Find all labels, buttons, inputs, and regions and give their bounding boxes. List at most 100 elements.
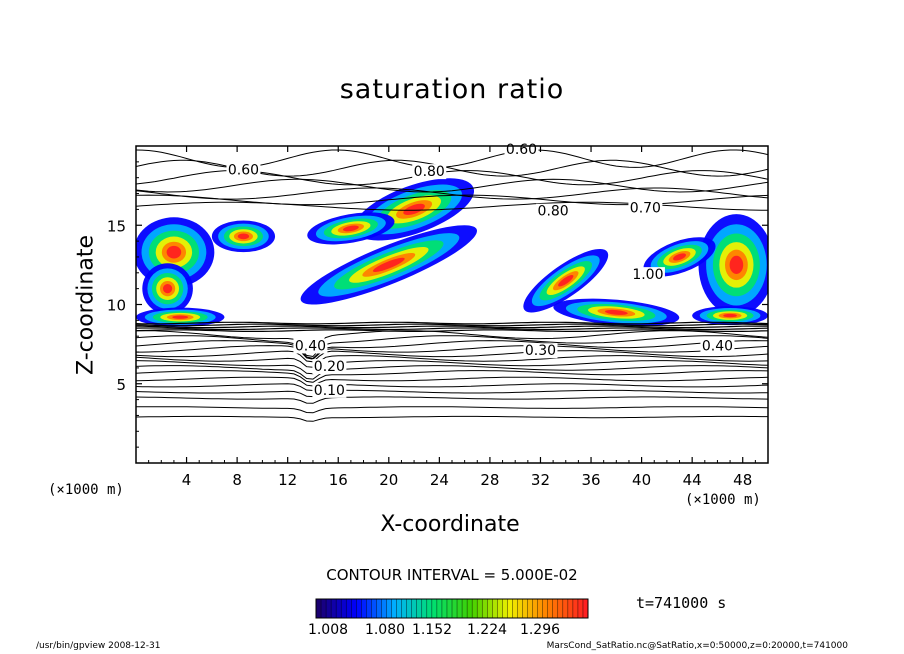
colorbar-cell xyxy=(381,599,388,618)
colorbar: 1.008 1.080 1.152 1.224 1.296 xyxy=(308,598,589,638)
saturation-region xyxy=(166,245,182,259)
colorbar-cell xyxy=(351,599,357,618)
colorbar-cell xyxy=(552,599,559,618)
x-tick-label: 24 xyxy=(430,471,449,489)
colorbar-cell xyxy=(396,599,403,618)
colorbar-cell xyxy=(562,599,569,618)
contour-line xyxy=(136,329,768,332)
colorbar-cell xyxy=(567,599,574,618)
colorbar-cell xyxy=(547,599,554,618)
colorbar-cell xyxy=(527,599,534,618)
contour-line xyxy=(136,321,768,325)
x-tick-label: 28 xyxy=(480,471,499,489)
colorbar-cell xyxy=(472,599,478,618)
colorbar-cell xyxy=(356,599,362,618)
x-tick-label: 44 xyxy=(683,471,702,489)
x-tick-label: 8 xyxy=(232,471,242,489)
colorbar-cell xyxy=(366,599,372,618)
contour-label-bg xyxy=(523,343,558,359)
colorbar-cell xyxy=(336,599,342,618)
saturation-region xyxy=(172,315,189,319)
saturation-field xyxy=(136,178,768,327)
colorbar-cell xyxy=(386,599,393,618)
colorbar-cell xyxy=(331,599,337,618)
saturation-region xyxy=(558,274,574,287)
colorbar-cell xyxy=(361,599,367,618)
colorbar-cell xyxy=(557,599,564,618)
saturation-region xyxy=(403,203,425,216)
colorbar-cell xyxy=(341,599,347,618)
colorbar-cell xyxy=(497,599,503,618)
colorbar-cell xyxy=(517,599,524,618)
colorbar-cell xyxy=(391,599,398,618)
colorbar-cell xyxy=(446,599,453,618)
colorbar-cell xyxy=(487,599,493,618)
saturation-region xyxy=(342,225,359,232)
colorbar-cell xyxy=(537,599,544,618)
contour-line xyxy=(136,340,768,359)
colorbar-cell xyxy=(542,599,549,618)
colorbar-frame xyxy=(315,598,589,619)
colorbar-label: 1.296 xyxy=(520,622,560,638)
colorbar-cell xyxy=(577,599,584,618)
colorbar-cell xyxy=(316,599,322,618)
contour-line xyxy=(136,415,768,422)
contour-line xyxy=(136,365,768,380)
colorbar-label: 1.008 xyxy=(308,622,348,638)
chart-title: saturation ratio xyxy=(339,74,565,105)
colorbar-cell xyxy=(502,599,508,618)
x-tick-label: 12 xyxy=(278,471,297,489)
contour-label: 0.20 xyxy=(314,359,345,375)
contour-label: 0.40 xyxy=(702,338,733,354)
contour-label: 0.80 xyxy=(538,204,569,220)
x-tick-label: 20 xyxy=(379,471,398,489)
colorbar-cell xyxy=(452,599,458,618)
x-unit-label-right: (×1000 m) xyxy=(685,492,761,508)
colorbar-cell xyxy=(572,599,579,618)
contour-line xyxy=(136,355,768,368)
x-tick-label: 48 xyxy=(733,471,752,489)
saturation-region xyxy=(372,257,405,273)
contour-line xyxy=(136,201,768,211)
colorbar-cell xyxy=(436,599,443,618)
colorbar-cell xyxy=(426,599,433,618)
colorbar-cell xyxy=(477,599,483,618)
colorbar-cell xyxy=(522,599,529,618)
y-tick-label: 5 xyxy=(116,376,126,394)
contour-line xyxy=(136,194,768,206)
contour-label-bg xyxy=(412,164,447,180)
colorbar-cell xyxy=(467,599,473,618)
x-tick-label: 16 xyxy=(329,471,348,489)
colorbar-cell xyxy=(462,599,468,618)
contour-lines xyxy=(136,149,768,422)
contour-label: 0.60 xyxy=(506,142,537,158)
contour-line xyxy=(136,396,768,404)
colorbar-cell xyxy=(421,599,428,618)
y-axis-ticks: 5 10 15 xyxy=(107,161,768,448)
contour-line xyxy=(136,350,768,363)
contour-line xyxy=(136,345,768,360)
saturation-region xyxy=(237,233,250,240)
colorbar-cell xyxy=(507,599,513,618)
contour-label: 0.70 xyxy=(630,201,661,217)
colorbar-cell xyxy=(492,599,498,618)
saturation-region xyxy=(723,313,737,318)
contour-label: 1.00 xyxy=(632,267,663,283)
colorbar-cell xyxy=(411,599,418,618)
colorbar-cell xyxy=(371,599,377,618)
colorbar-label: 1.224 xyxy=(467,622,507,638)
contour-label-bg xyxy=(312,382,347,398)
colorbar-cell xyxy=(376,599,382,618)
contour-label: 0.60 xyxy=(228,163,259,179)
x-tick-label: 4 xyxy=(182,471,192,489)
contour-label-bg xyxy=(700,338,735,354)
time-label: t=741000 s xyxy=(636,594,727,612)
x-axis-ticks: 4 8 12 16 20 24 28 32 36 40 44 48 xyxy=(148,146,756,489)
contour-line xyxy=(136,389,768,398)
contour-interval-label: CONTOUR INTERVAL = 5.000E-02 xyxy=(326,566,578,584)
y-tick-label: 10 xyxy=(107,297,126,315)
contour-line xyxy=(136,335,768,358)
colorbar-label: 1.080 xyxy=(365,622,405,638)
colorbar-cell xyxy=(532,599,539,618)
colorbar-label: 1.152 xyxy=(412,622,452,638)
